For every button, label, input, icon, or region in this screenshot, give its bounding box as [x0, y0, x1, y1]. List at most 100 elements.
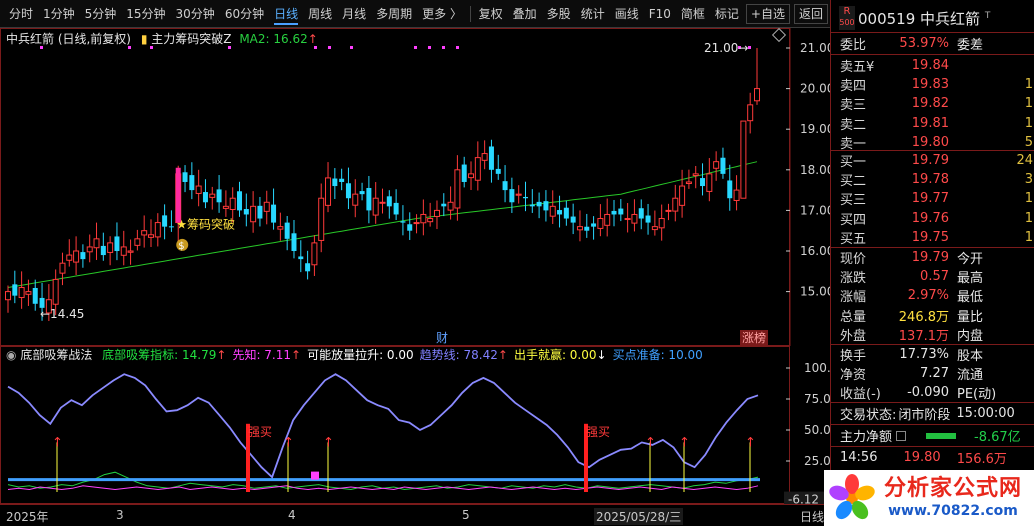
period-tab-more[interactable]: 更多 〉: [422, 6, 462, 21]
money-bag-symbol: $: [178, 241, 184, 252]
f10-button[interactable]: F10: [648, 6, 671, 21]
bid-price: 19.79: [911, 153, 949, 168]
indicator-legend: ◉ 底部吸筹战法 底部吸筹指标: 14.79↑ 先知: 7.11↑ 可能放量拉升: …: [6, 346, 703, 363]
restore-rights-button[interactable]: 复权: [478, 6, 503, 21]
y-tick-label: 21.00: [800, 41, 830, 55]
strong-buy-label: 强买: [248, 425, 272, 439]
ask-label: 卖三: [840, 98, 867, 114]
candle-down: [618, 199, 624, 222]
candle-body: [665, 209, 672, 212]
bid-label: 买三: [840, 193, 867, 209]
candle-up: [352, 179, 359, 218]
kline-chart[interactable]: 21.00 20.00 19.00 18.00 17.00 16.00 15.00 ★筹码突破…: [0, 27, 834, 346]
y-tick-label: 18.00: [800, 163, 830, 177]
candle-down: [461, 156, 467, 188]
main-net-detail-icon[interactable]: [896, 430, 907, 441]
stat-row: 涨幅 2.97% 最低: [831, 286, 1034, 305]
date-label-may: 5: [462, 508, 470, 522]
date-label-year: 2025年: [6, 510, 49, 524]
candle-up: [379, 188, 386, 214]
indicator-chart[interactable]: 100.0 75.00 50.00 25.00 -6.12 强买 强买 ↑ ↑ ↑ ↑ ↑ ↑ ◉ 底部…: [0, 346, 838, 507]
period-tab-daily[interactable]: 日线: [269, 0, 303, 28]
legend-indicator-icon: ▮: [140, 32, 148, 46]
candle-body: [298, 256, 304, 260]
candle-up: [706, 158, 713, 202]
period-tab-monthly[interactable]: 月线: [342, 6, 367, 21]
trade-status-row: 交易状态: 闭市阶段 15:00:00: [840, 406, 1015, 423]
period-tab-15min[interactable]: 15分钟: [126, 6, 166, 21]
candle-body: [243, 209, 249, 215]
candle-up: [250, 191, 257, 233]
indicator-toggle-icon[interactable]: ◉: [6, 348, 17, 362]
overlay-button[interactable]: 叠加: [512, 6, 537, 21]
multi-stock-button[interactable]: 多股: [546, 6, 571, 21]
period-tab-5min[interactable]: 5分钟: [84, 6, 117, 21]
candle-body: [733, 189, 740, 201]
candle-body: [563, 207, 569, 219]
ask-label: 卖四: [840, 79, 867, 95]
strong-buy-label: 强买: [586, 425, 610, 439]
candle-body: [73, 250, 80, 263]
stat-row: 总量 246.8万 量比: [831, 306, 1034, 325]
candle-body: [372, 197, 379, 216]
draw-line-button[interactable]: 画线: [614, 6, 639, 21]
candle-body: [237, 191, 243, 211]
candle-body: [154, 222, 161, 238]
mark-button[interactable]: 标记: [714, 6, 739, 21]
simple-frame-button[interactable]: 简框: [680, 6, 705, 21]
period-tab-1min[interactable]: 1分钟: [42, 6, 75, 21]
add-watchlist-button[interactable]: +自选: [745, 3, 790, 24]
candle-body: [147, 234, 154, 238]
indicator-item-arrow: ↑: [291, 348, 302, 362]
indicator-frame: [0, 346, 790, 504]
bottom-value-box: [784, 491, 824, 507]
statistics-button[interactable]: 统计: [580, 6, 605, 21]
y-tick-label: 16.00: [800, 244, 830, 258]
period-tab-multi[interactable]: 多周期: [376, 6, 413, 21]
stat2-value: 7.27: [920, 366, 949, 382]
candle-up: [73, 236, 80, 275]
candle-down: [407, 212, 413, 240]
candle-up: [127, 239, 134, 265]
candle-body: [168, 226, 174, 228]
candle-up: [658, 204, 665, 241]
candle-up: [120, 230, 127, 266]
candle-down: [700, 163, 706, 196]
high-price-label: 21.00→: [704, 41, 748, 55]
candle-body: [679, 185, 686, 206]
candle-body: [45, 299, 52, 314]
candle-down: [216, 175, 222, 213]
ind-y-tick-label: 75.00: [804, 392, 830, 406]
back-button[interactable]: 返回: [793, 3, 828, 24]
bid-volume: 1: [1024, 229, 1033, 245]
signal-dot: [150, 46, 153, 49]
stat-value: 19.79: [911, 250, 949, 265]
stat-label-2: 最低: [957, 290, 984, 306]
buy-arrow-icon: ↑: [283, 435, 294, 450]
candle-down: [80, 244, 86, 268]
tick-row: 14:56 19.80 156.6万: [840, 450, 1007, 467]
period-tab-60min[interactable]: 60分钟: [224, 6, 265, 21]
candle-up: [713, 151, 720, 181]
buy-arrow-icon: ↑: [679, 435, 690, 450]
indicator-item-arrow: ↓: [596, 348, 607, 362]
candle-body: [488, 146, 494, 170]
candle-down: [100, 232, 106, 261]
period-tab-weekly[interactable]: 周线: [308, 6, 333, 21]
indicator-svg: 100.0 75.00 50.00 25.00 -6.12 强买 强买 ↑ ↑ ↑ ↑ ↑ ↑: [0, 346, 838, 507]
ask-row: 卖二 19.81 1: [831, 114, 1034, 133]
y-tick-label: 19.00: [800, 122, 830, 136]
candle-up: [413, 214, 420, 234]
candle-body: [400, 221, 406, 223]
candle-body: [141, 230, 148, 236]
legend-indicator: 主力筹码突破Z: [151, 32, 232, 46]
ask-price: 19.82: [911, 96, 949, 112]
candle-body: [216, 189, 222, 203]
period-tab-30min[interactable]: 30分钟: [175, 6, 215, 21]
period-tab-fenshi[interactable]: 分时: [8, 6, 33, 21]
candle-down: [502, 165, 508, 203]
stat-label-2: 量比: [957, 309, 984, 325]
candle-body: [413, 222, 420, 225]
candle-down: [298, 240, 304, 273]
ask-price: 19.83: [911, 77, 949, 93]
